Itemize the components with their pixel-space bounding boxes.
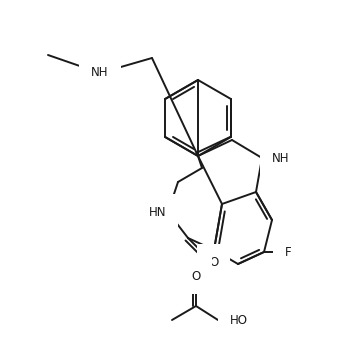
Text: O: O — [191, 269, 201, 282]
Text: F: F — [285, 245, 292, 258]
Text: HO: HO — [230, 313, 248, 327]
Text: O: O — [209, 256, 218, 269]
Text: NH: NH — [272, 152, 289, 164]
Text: HN: HN — [149, 206, 166, 219]
Text: NH: NH — [91, 67, 109, 80]
